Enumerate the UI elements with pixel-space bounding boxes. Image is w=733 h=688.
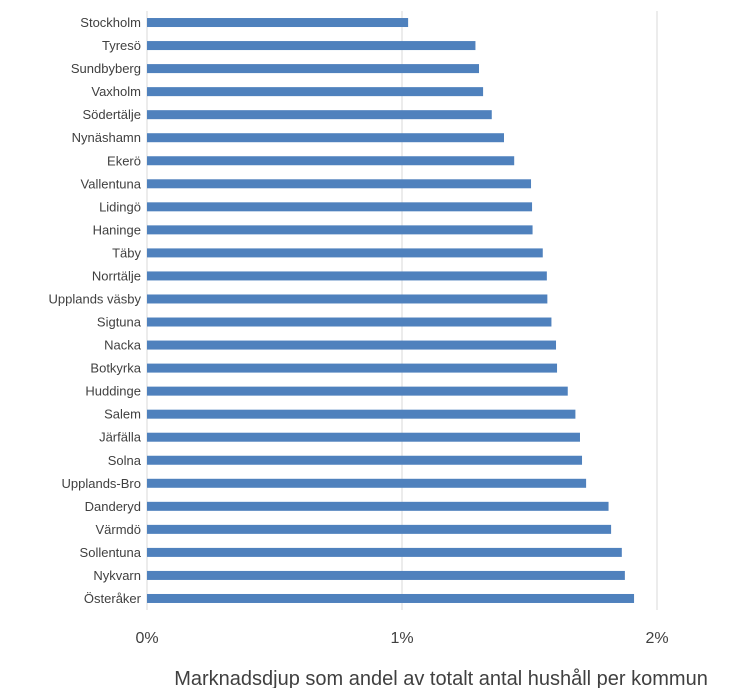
bar xyxy=(147,133,504,143)
category-label: Salem xyxy=(104,407,141,422)
bar xyxy=(147,41,476,51)
bar xyxy=(147,225,533,235)
category-labels: Stockholm Tyresö Sundbyberg Vaxholm Södertäl… xyxy=(49,15,142,606)
bar xyxy=(147,570,625,580)
bar xyxy=(147,64,480,74)
x-axis-label: Marknadsdjup som andel av totalt antal h… xyxy=(174,668,708,688)
bar xyxy=(147,478,587,488)
category-label: Ekerö xyxy=(107,153,141,168)
category-label: Sundbyberg xyxy=(71,61,141,76)
category-label: Tyresö xyxy=(102,38,141,53)
bar xyxy=(147,317,552,327)
category-label: Norrtälje xyxy=(92,268,141,283)
x-tick-label: 0% xyxy=(135,630,158,647)
category-label: Solna xyxy=(108,453,142,468)
bar xyxy=(147,202,533,212)
bar xyxy=(147,409,576,419)
bars xyxy=(147,18,635,603)
category-label: Huddinge xyxy=(85,384,141,399)
bar xyxy=(147,156,515,166)
category-label: Sollentuna xyxy=(80,545,142,560)
category-label: Nacka xyxy=(104,338,142,353)
category-label: Södertälje xyxy=(82,107,141,122)
x-tick-labels: 0% 1% 2% xyxy=(135,630,668,647)
bar xyxy=(147,179,532,189)
category-label: Stockholm xyxy=(80,15,141,30)
category-label: Haninge xyxy=(93,222,141,237)
category-label: Nykvarn xyxy=(93,568,141,583)
gridlines xyxy=(146,11,658,610)
category-label: Botkyrka xyxy=(90,361,141,376)
category-label: Upplands väsby xyxy=(49,291,142,306)
category-label: Vaxholm xyxy=(91,84,141,99)
bar xyxy=(147,110,492,120)
bar xyxy=(147,363,558,373)
bar xyxy=(147,87,484,97)
category-label: Österåker xyxy=(84,591,142,606)
category-label: Danderyd xyxy=(85,499,141,514)
x-tick-label: 1% xyxy=(390,630,413,647)
bar xyxy=(147,271,547,281)
category-label: Nynäshamn xyxy=(72,130,141,145)
bar xyxy=(147,547,622,557)
bar xyxy=(147,248,543,258)
x-tick-label: 2% xyxy=(645,630,668,647)
category-label: Upplands-Bro xyxy=(62,476,142,491)
bar xyxy=(147,18,409,28)
bar xyxy=(147,593,635,603)
category-label: Järfälla xyxy=(99,430,142,445)
bar xyxy=(147,386,568,396)
bar xyxy=(147,340,557,350)
bar xyxy=(147,501,609,511)
category-label: Vallentuna xyxy=(81,176,142,191)
category-label: Värmdö xyxy=(95,522,141,537)
category-label: Sigtuna xyxy=(97,315,142,330)
category-label: Täby xyxy=(112,245,141,260)
category-label: Lidingö xyxy=(99,199,141,214)
bar xyxy=(147,455,583,465)
bar xyxy=(147,294,548,304)
bar xyxy=(147,432,580,442)
bar xyxy=(147,524,612,534)
